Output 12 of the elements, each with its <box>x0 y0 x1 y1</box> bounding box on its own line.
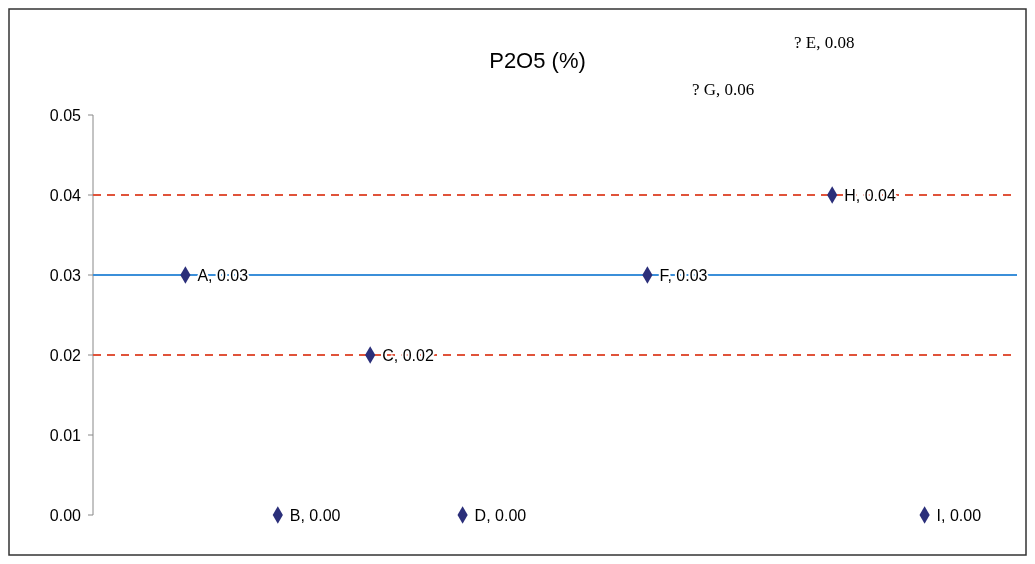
y-tick-label: 0.04 <box>49 186 82 204</box>
data-label: D, 0.00 <box>474 506 527 524</box>
y-tick-label: 0.00 <box>49 506 82 524</box>
y-tick-label: 0.05 <box>49 106 82 124</box>
text: ? E, 0.08 <box>794 33 855 52</box>
data-label: I, 0.00 <box>936 506 982 524</box>
y-tick-label: 0.03 <box>49 266 82 284</box>
y-tick-label: 0.02 <box>49 346 82 364</box>
chart-title: P2O5 (%) <box>489 48 586 73</box>
text: ? G, 0.06 <box>692 80 755 99</box>
data-label: B, 0.00 <box>289 506 341 524</box>
y-tick-label: 0.01 <box>49 426 82 444</box>
